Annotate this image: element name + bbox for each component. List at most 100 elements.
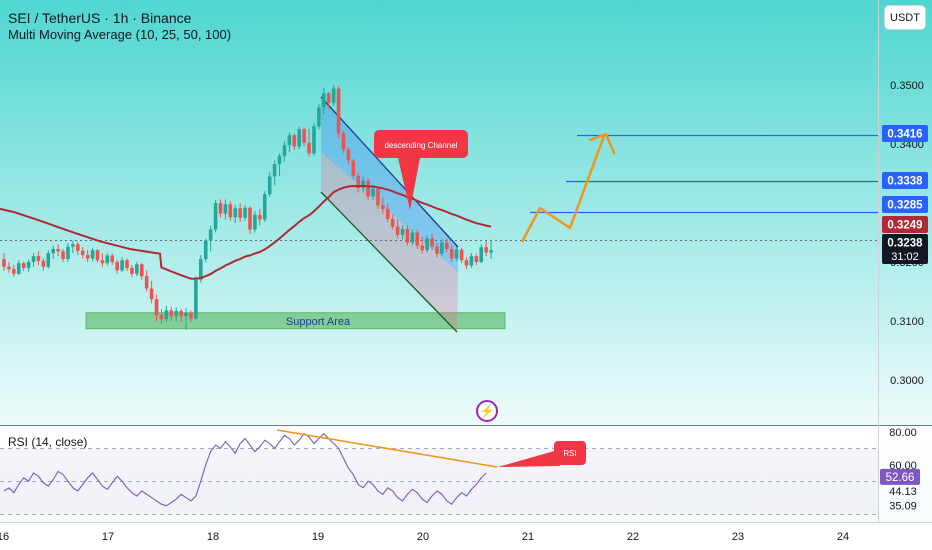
candle[interactable]	[425, 235, 429, 253]
candle[interactable]	[282, 141, 287, 162]
candle[interactable]	[218, 199, 223, 218]
candle[interactable]	[125, 258, 129, 271]
candle[interactable]	[312, 122, 316, 156]
candle[interactable]	[61, 249, 65, 262]
candle[interactable]	[169, 306, 174, 321]
candle[interactable]	[164, 305, 169, 323]
candle[interactable]	[253, 211, 257, 233]
candlestick-series[interactable]	[2, 85, 493, 330]
candle[interactable]	[189, 310, 193, 323]
candle[interactable]	[85, 250, 90, 262]
price-label[interactable]: 0.3416	[882, 125, 928, 142]
candle[interactable]	[445, 238, 449, 253]
candle[interactable]	[31, 253, 36, 267]
candle[interactable]	[366, 178, 370, 201]
candle[interactable]	[130, 264, 134, 278]
candle[interactable]	[262, 191, 267, 222]
candle[interactable]	[233, 204, 238, 224]
candle[interactable]	[385, 203, 390, 222]
candle[interactable]	[302, 127, 306, 147]
candle[interactable]	[420, 237, 424, 254]
channel-callout[interactable]: descending Channel	[374, 130, 468, 210]
descending-channel[interactable]	[320, 96, 459, 333]
candle[interactable]	[2, 253, 6, 271]
candle[interactable]	[56, 244, 60, 257]
candle[interactable]	[272, 160, 277, 186]
candle[interactable]	[144, 270, 149, 292]
projection-arrow[interactable]	[520, 132, 616, 243]
candle[interactable]	[361, 176, 365, 193]
candle[interactable]	[351, 158, 356, 180]
candle[interactable]	[51, 245, 55, 260]
candle[interactable]	[36, 251, 41, 265]
candle[interactable]	[76, 241, 80, 255]
candle[interactable]	[90, 247, 95, 262]
candle[interactable]	[381, 197, 385, 214]
candle[interactable]	[154, 294, 159, 321]
candle[interactable]	[317, 103, 321, 130]
candle[interactable]	[459, 247, 464, 264]
candle[interactable]	[159, 309, 164, 324]
rsi-title[interactable]: RSI (14, close)	[8, 435, 88, 449]
candle[interactable]	[26, 259, 31, 273]
candle[interactable]	[287, 132, 292, 153]
candle[interactable]	[208, 225, 213, 252]
candle[interactable]	[16, 260, 21, 275]
candle[interactable]	[464, 257, 469, 270]
candle[interactable]	[469, 253, 474, 268]
candle[interactable]	[213, 200, 218, 233]
candle[interactable]	[489, 239, 493, 260]
candle[interactable]	[400, 225, 405, 240]
candle[interactable]	[277, 153, 282, 176]
candle[interactable]	[80, 247, 85, 259]
candle[interactable]	[174, 307, 178, 321]
rsi-trend-line[interactable]	[276, 429, 498, 468]
candle[interactable]	[115, 259, 119, 274]
candle[interactable]	[405, 225, 410, 246]
candle[interactable]	[203, 238, 208, 262]
candle[interactable]	[267, 172, 272, 198]
moving-average-line[interactable]	[0, 184, 492, 280]
candle[interactable]	[376, 186, 380, 209]
indicator-legend[interactable]: Multi Moving Average (10, 25, 50, 100)	[8, 27, 232, 42]
candle[interactable]	[292, 133, 297, 150]
candle[interactable]	[430, 233, 434, 251]
candle[interactable]	[248, 206, 252, 234]
candle[interactable]	[105, 253, 110, 266]
candle[interactable]	[435, 243, 439, 258]
candle[interactable]	[238, 203, 242, 222]
candle[interactable]	[331, 85, 336, 106]
candle[interactable]	[474, 253, 479, 265]
candle[interactable]	[7, 262, 11, 273]
candle[interactable]	[297, 126, 301, 149]
candle[interactable]	[415, 229, 420, 250]
candle[interactable]	[454, 246, 459, 261]
candle[interactable]	[149, 280, 154, 304]
candle[interactable]	[440, 239, 444, 257]
candle[interactable]	[484, 241, 488, 257]
candle[interactable]	[46, 250, 51, 269]
candle[interactable]	[194, 276, 198, 320]
price-label[interactable]: 0.3249	[882, 216, 928, 233]
candle[interactable]	[95, 249, 100, 262]
candle[interactable]	[71, 240, 75, 254]
candle[interactable]	[410, 229, 415, 246]
candle[interactable]	[307, 128, 311, 157]
candle[interactable]	[179, 309, 183, 323]
candle[interactable]	[322, 87, 326, 115]
candle[interactable]	[390, 214, 395, 230]
candle[interactable]	[395, 219, 400, 239]
candle[interactable]	[336, 86, 341, 139]
candle[interactable]	[120, 257, 124, 273]
candle[interactable]	[223, 199, 228, 220]
candle[interactable]	[258, 208, 262, 226]
candle[interactable]	[12, 264, 16, 277]
rsi-current-label[interactable]: 52.66	[880, 468, 920, 485]
candle[interactable]	[371, 185, 375, 201]
candle[interactable]	[228, 201, 233, 221]
candle[interactable]	[135, 262, 139, 277]
candle[interactable]	[243, 205, 247, 221]
rsi-callout[interactable]: RSI	[498, 441, 586, 467]
candle[interactable]	[139, 263, 144, 280]
